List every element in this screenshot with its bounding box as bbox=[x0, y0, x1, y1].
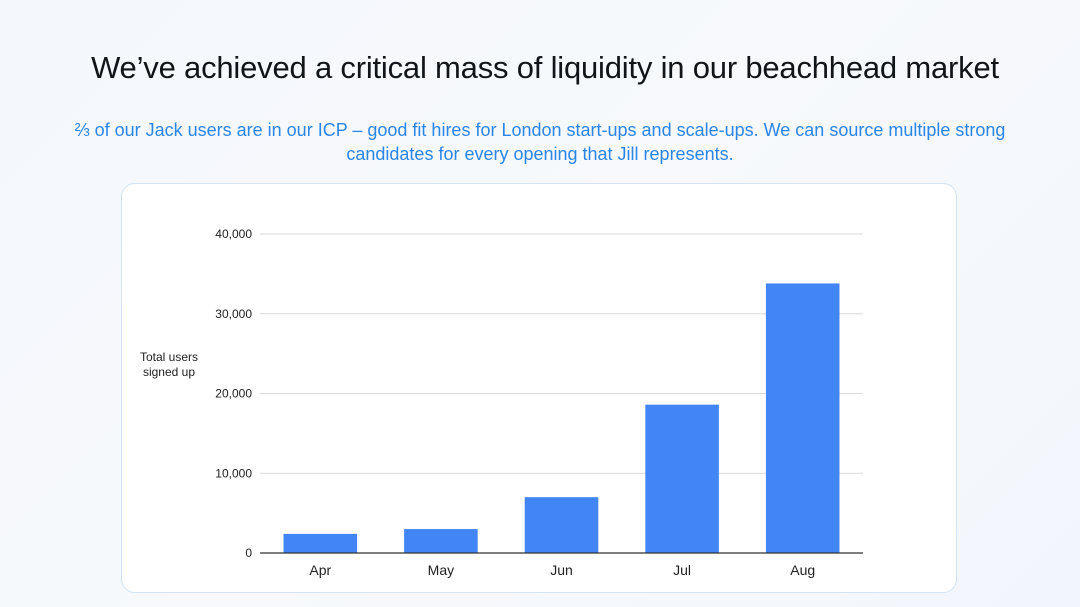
x-tick-label: Aug bbox=[790, 562, 815, 578]
slide-title: We’ve achieved a critical mass of liquid… bbox=[91, 50, 999, 85]
y-tick-label: 30,000 bbox=[215, 307, 252, 321]
y-axis-label: signed up bbox=[143, 365, 195, 379]
x-tick-label: Apr bbox=[309, 562, 331, 578]
x-tick-label: Jul bbox=[673, 562, 691, 578]
chart-card: 0 10,000 20,000 30,000 40,000 Total users sign… bbox=[121, 183, 957, 593]
x-tick-label: Jun bbox=[550, 562, 573, 578]
bar-jul bbox=[645, 404, 719, 553]
bar-apr bbox=[283, 533, 358, 553]
x-tick-label: May bbox=[428, 562, 454, 578]
bar-jun bbox=[524, 497, 599, 553]
y-tick-label: 0 bbox=[245, 546, 252, 560]
bar-aug bbox=[765, 283, 840, 553]
y-tick-label: 10,000 bbox=[215, 466, 252, 480]
bar-chart: 0 10,000 20,000 30,000 40,000 Total userssign… bbox=[140, 227, 863, 578]
slide-subtitle: ⅔ of our Jack users are in our ICP – goo… bbox=[74, 120, 1006, 164]
y-tick-label: 20,000 bbox=[215, 387, 252, 401]
y-axis-label: Total users bbox=[140, 350, 198, 364]
bar-may bbox=[404, 529, 478, 553]
y-tick-label: 40,000 bbox=[215, 227, 252, 241]
